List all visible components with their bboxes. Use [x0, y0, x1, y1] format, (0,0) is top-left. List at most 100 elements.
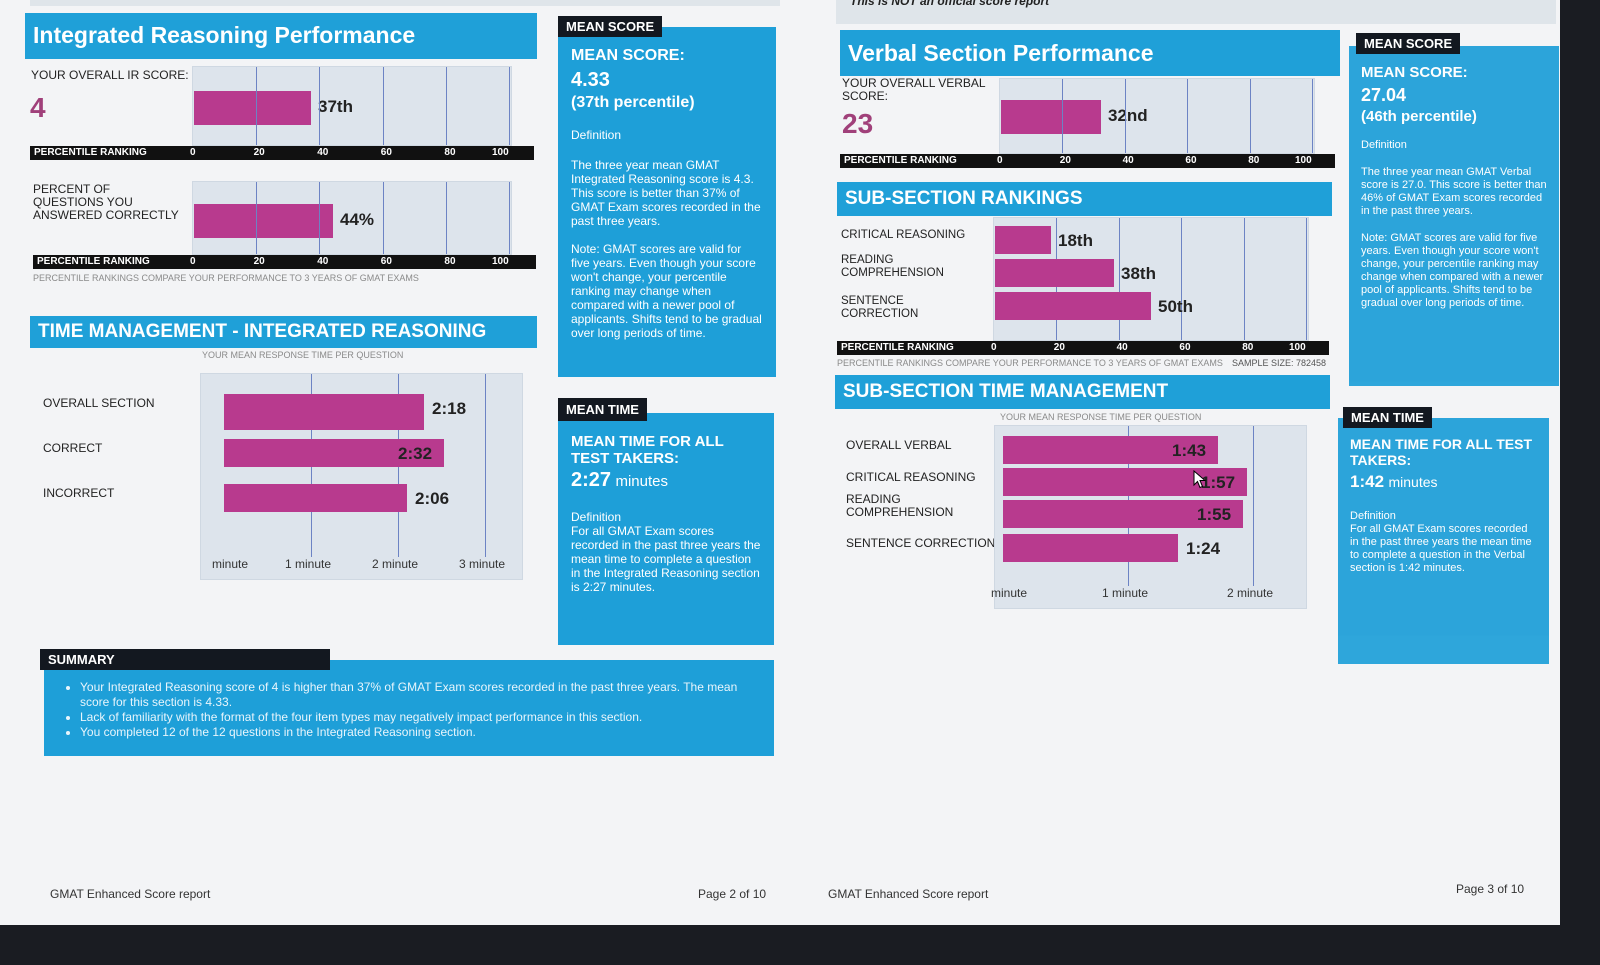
time-row-value: 1:57	[1201, 473, 1236, 492]
ir-overall-label: YOUR OVERALL IR SCORE:	[31, 68, 189, 82]
top-strip-left	[30, 0, 780, 6]
ir-compare-note: PERCENTILE RANKINGS COMPARE YOUR PERFORM…	[33, 273, 419, 283]
ranking-tick: 100	[1289, 342, 1306, 353]
ir-pct-correct-label: PERCENT OF QUESTIONS YOU ANSWERED CORREC…	[33, 182, 179, 222]
sub-row-label: SENTENCE CORRECTION	[841, 295, 919, 320]
ranking-tick: 60	[1179, 342, 1191, 353]
ir-mean-time-def-text: For all GMAT Exam scores recorded in the…	[571, 524, 761, 594]
time-row-label: CRITICAL REASONING	[846, 470, 976, 484]
ranking-tick: 20	[253, 256, 265, 267]
gridline	[1062, 79, 1063, 153]
gridline	[446, 67, 447, 145]
verbal-time-chart: minute 1 minute 2 minute 1:43 1:57 1:55 1:24	[991, 425, 1307, 609]
gridline	[446, 182, 447, 254]
sub-row-value: 50th	[1158, 297, 1193, 316]
summary-item: You completed 12 of the 12 questions in …	[80, 725, 758, 740]
footer-left-report: GMAT Enhanced Score report	[50, 887, 211, 901]
time-row-label: READING COMPREHENSION	[846, 492, 954, 519]
ir-mean-def-label: Definition	[571, 128, 622, 142]
ranking-label: PERCENTILE RANKING	[37, 256, 150, 267]
verbal-mean-time-def-text: For all GMAT Exam scores recorded in the…	[1350, 523, 1532, 574]
time-row-bar	[1003, 534, 1178, 562]
time-tick: 2 minute	[372, 557, 419, 571]
verbal-percentile-bar	[1001, 100, 1101, 134]
ir-mean-value: 4.33	[571, 69, 610, 91]
sub-section-time-title: SUB-SECTION TIME MANAGEMENT	[835, 375, 1330, 409]
sub-row-value: 18th	[1058, 231, 1093, 250]
time-row-bar	[1003, 500, 1243, 528]
verbal-mean-heading: MEAN SCORE:	[1361, 64, 1468, 81]
verbal-compare-note: PERCENTILE RANKINGS COMPARE YOUR PERFORM…	[837, 358, 1223, 368]
sub-row-bar	[995, 259, 1114, 287]
ranking-tick: 100	[492, 256, 509, 267]
ir-mean-time-unit: minutes	[615, 473, 669, 490]
ranking-tick: 20	[1053, 342, 1065, 353]
verbal-ranking-bar-1: PERCENTILE RANKING 0 20 40 60 80 100	[840, 154, 1335, 168]
gridline	[1125, 79, 1126, 153]
ir-mean-score-tag: MEAN SCORE	[558, 16, 663, 37]
ir-ranking-bar-2: PERCENTILE RANKING 0 20 40 60 80 100	[33, 255, 536, 269]
gridline	[1244, 218, 1245, 340]
gridline	[319, 182, 320, 254]
ir-mean-time-value: 2:27	[571, 469, 612, 491]
ir-mean-time-heading: MEAN TIME FOR ALL TEST TAKERS:	[571, 433, 724, 467]
time-row-label: CORRECT	[43, 441, 103, 455]
ranking-tick: 100	[492, 147, 509, 158]
gridline	[383, 67, 384, 145]
verbal-percentile-label: 32nd	[1108, 106, 1148, 125]
sub-row-label: READING COMPREHENSION	[841, 254, 944, 279]
time-tick: 1 minute	[285, 557, 332, 571]
ir-mean-percentile: (37th percentile)	[571, 94, 695, 111]
footer-right-page: Page 3 of 10	[1456, 882, 1525, 896]
verbal-ranking-bar-2: PERCENTILE RANKING 0 20 40 60 80 100	[837, 341, 1329, 355]
summary-list: Your Integrated Reasoning score of 4 is …	[60, 680, 758, 740]
verbal-mean-time-heading: MEAN TIME FOR ALL TEST TAKERS:	[1350, 436, 1532, 468]
time-row-label: OVERALL VERBAL	[846, 438, 952, 452]
verbal-mean-time-value: 1:42	[1350, 472, 1385, 491]
ir-overall-score: 4	[30, 92, 46, 123]
verbal-mean-time-tag: MEAN TIME	[1343, 407, 1432, 428]
ir-score-chart: 37th	[192, 66, 512, 146]
time-row-value: 2:18	[432, 399, 467, 418]
gridline	[1181, 218, 1182, 340]
gridline	[509, 182, 510, 254]
verbal-mean-note: Note: GMAT scores are valid for five yea…	[1361, 232, 1544, 309]
ir-pct-correct-bar	[194, 204, 333, 238]
time-tick: minute	[991, 586, 1028, 600]
ranking-tick: 60	[1185, 155, 1197, 166]
verbal-mean-time-unit: minutes	[1388, 474, 1438, 490]
time-row-bar	[224, 394, 424, 430]
time-tick: 1 minute	[1102, 586, 1149, 600]
verbal-time-subtitle: YOUR MEAN RESPONSE TIME PER QUESTION	[1000, 412, 1202, 422]
footer-right-report: GMAT Enhanced Score report	[828, 887, 989, 901]
time-gridline	[485, 374, 486, 557]
ranking-tick: 80	[444, 147, 456, 158]
ranking-tick: 100	[1295, 155, 1312, 166]
ranking-label: PERCENTILE RANKING	[841, 342, 954, 353]
ir-summary-panel: Your Integrated Reasoning score of 4 is …	[44, 660, 774, 756]
ir-pct-correct-chart: 44%	[192, 181, 512, 255]
time-row-value: 2:32	[398, 444, 433, 463]
sub-row-value: 38th	[1121, 264, 1156, 283]
verbal-mean-time-panel: MEAN TIME FOR ALL TEST TAKERS: 1:42 minu…	[1338, 418, 1549, 664]
ranking-tick: 0	[190, 256, 196, 267]
verbal-mean-time-def-label: Definition	[1350, 510, 1396, 522]
footer-left-page: Page 2 of 10	[698, 887, 767, 901]
time-tick: 2 minute	[1227, 586, 1274, 600]
time-tick: minute	[212, 557, 249, 571]
summary-item: Your Integrated Reasoning score of 4 is …	[80, 680, 758, 710]
ir-percentile-bar	[194, 91, 311, 125]
ranking-tick: 80	[444, 256, 456, 267]
time-row-value: 1:55	[1197, 505, 1232, 524]
verbal-mean-def-label: Definition	[1361, 139, 1407, 151]
mouse-cursor-icon	[1193, 470, 1207, 489]
gridline	[1119, 218, 1120, 340]
notice-text: This is NOT an official score report	[850, 0, 1050, 8]
verbal-performance-title: Verbal Section Performance	[840, 30, 1340, 76]
top-strip-right	[836, 0, 1556, 24]
gridline	[256, 67, 257, 145]
time-row-label: INCORRECT	[43, 486, 115, 500]
ir-time-subtitle: YOUR MEAN RESPONSE TIME PER QUESTION	[202, 350, 404, 360]
ranking-tick: 60	[380, 147, 392, 158]
sub-section-rankings-title: SUB-SECTION RANKINGS	[837, 182, 1332, 216]
